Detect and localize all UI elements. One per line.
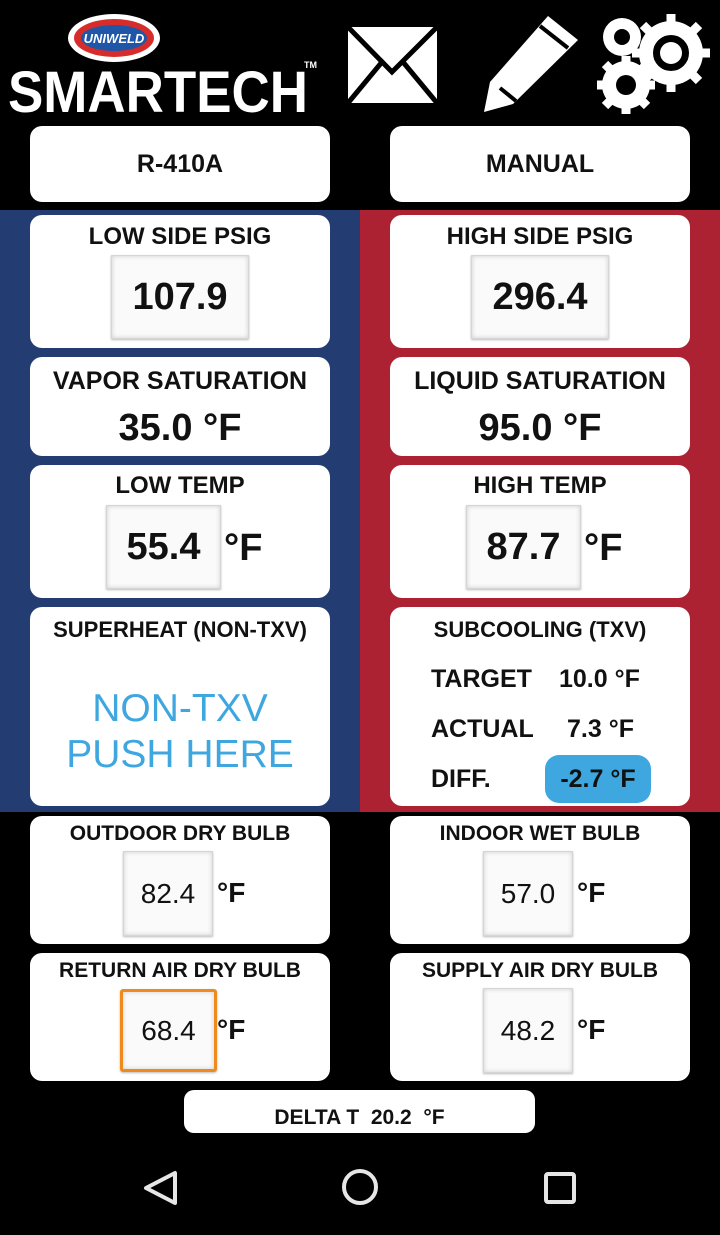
card-title: RETURN AIR DRY BULB xyxy=(59,959,301,982)
card-title: OUTDOOR DRY BULB xyxy=(69,822,291,845)
mail-icon[interactable] xyxy=(346,25,439,105)
temp-input[interactable]: 87.7 xyxy=(466,505,581,589)
value: 20.2 xyxy=(370,1106,412,1129)
subcooling-card: SUBCOOLING (TXV) TARGET 10.0 °F ACTUAL 7… xyxy=(390,607,690,806)
logo-trademark: TM xyxy=(304,60,317,70)
back-button[interactable] xyxy=(144,1171,177,1205)
superheat-link[interactable]: PUSH HERE xyxy=(66,733,294,776)
row-value: 10.0 °F xyxy=(559,665,640,694)
unit: °F xyxy=(577,877,606,908)
temp-input-focused[interactable]: 68.4 xyxy=(120,989,217,1072)
unit: °F xyxy=(563,407,602,449)
high-side-card: HIGH SIDE PSIG 296.4 xyxy=(390,215,690,348)
card-title: INDOOR WET BULB xyxy=(439,822,641,845)
return-air-card: RETURN AIR DRY BULB 68.4 °F xyxy=(30,953,330,1081)
row-label: ACTUAL xyxy=(431,715,534,743)
unit: °F xyxy=(614,665,640,693)
low-temp-card: LOW TEMP 55.4 °F xyxy=(30,465,330,598)
diff-value: -2.7 °F xyxy=(545,755,651,803)
value: 95.0 xyxy=(478,407,553,449)
liquid-saturation-card: LIQUID SATURATION 95.0 °F xyxy=(390,357,690,456)
settings-icon[interactable] xyxy=(597,14,710,114)
row-label: DIFF. xyxy=(431,765,491,793)
refrigerant-button[interactable]: R-410A xyxy=(30,126,330,202)
pressure-input[interactable]: 296.4 xyxy=(471,255,609,339)
unit: °F xyxy=(423,1106,445,1129)
mode-button[interactable]: MANUAL xyxy=(390,126,690,202)
indoor-wet-bulb-card: INDOOR WET BULB 57.0 °F xyxy=(390,816,690,944)
card-title: LIQUID SATURATION xyxy=(414,367,666,395)
value: 35.0 xyxy=(118,407,193,449)
vapor-saturation-card: VAPOR SATURATION 35.0 °F xyxy=(30,357,330,456)
delta-t: DELTA T 20.2 °F xyxy=(184,1090,535,1133)
superheat-card[interactable]: SUPERHEAT (NON-TXV) NON-TXV PUSH HERE xyxy=(30,607,330,806)
outdoor-dry-bulb-card: OUTDOOR DRY BULB 82.4 °F xyxy=(30,816,330,944)
pressure-input[interactable]: 107.9 xyxy=(111,255,249,339)
nav-bar xyxy=(144,1169,576,1205)
logo-badge-core xyxy=(81,25,147,51)
temp-input[interactable]: 55.4 xyxy=(106,505,221,589)
supply-air-card: SUPPLY AIR DRY BULB 48.2 °F xyxy=(390,953,690,1081)
row-label: TARGET xyxy=(431,665,532,693)
unit: °F xyxy=(203,407,242,449)
high-temp-card: HIGH TEMP 87.7 °F xyxy=(390,465,690,598)
card-title: LOW TEMP xyxy=(115,472,245,499)
value: 10.0 xyxy=(559,665,608,693)
unit: °F xyxy=(577,1014,606,1045)
unit: °F xyxy=(217,1014,246,1045)
logo-text: SMARTECH xyxy=(8,60,308,120)
card-title: SUPPLY AIR DRY BULB xyxy=(421,959,659,982)
temp-input[interactable]: 48.2 xyxy=(483,988,573,1073)
edit-icon[interactable] xyxy=(484,16,578,112)
superheat-link[interactable]: NON-TXV xyxy=(92,687,268,730)
low-side-card: LOW SIDE PSIG 107.9 xyxy=(30,215,330,348)
card-title: SUPERHEAT (NON-TXV) xyxy=(53,617,307,642)
saturation-value: 35.0 °F xyxy=(30,407,330,450)
unit: °F xyxy=(224,527,263,569)
temp-input[interactable]: 82.4 xyxy=(123,851,213,936)
unit: °F xyxy=(608,715,634,743)
logo-badge-text: UNIWELD xyxy=(84,31,145,46)
card-title: LOW SIDE PSIG xyxy=(88,223,272,250)
card-title: HIGH TEMP xyxy=(473,472,607,499)
row-value: 7.3 °F xyxy=(567,715,634,744)
header: UNIWELD SMARTECH TM xyxy=(8,14,710,120)
value: -2.7 xyxy=(560,764,604,793)
logo[interactable]: UNIWELD SMARTECH TM xyxy=(8,14,317,120)
recents-button[interactable] xyxy=(544,1172,576,1204)
card-title: HIGH SIDE PSIG xyxy=(446,223,634,250)
saturation-value: 95.0 °F xyxy=(390,407,690,450)
unit: °F xyxy=(217,877,246,908)
unit: °F xyxy=(610,764,636,793)
temp-input[interactable]: 57.0 xyxy=(483,851,573,936)
value: 7.3 xyxy=(567,715,602,743)
card-title: VAPOR SATURATION xyxy=(52,367,308,395)
unit: °F xyxy=(584,527,623,569)
label: DELTA T xyxy=(274,1106,360,1129)
home-button[interactable] xyxy=(342,1169,378,1205)
card-title: SUBCOOLING (TXV) xyxy=(433,617,647,642)
